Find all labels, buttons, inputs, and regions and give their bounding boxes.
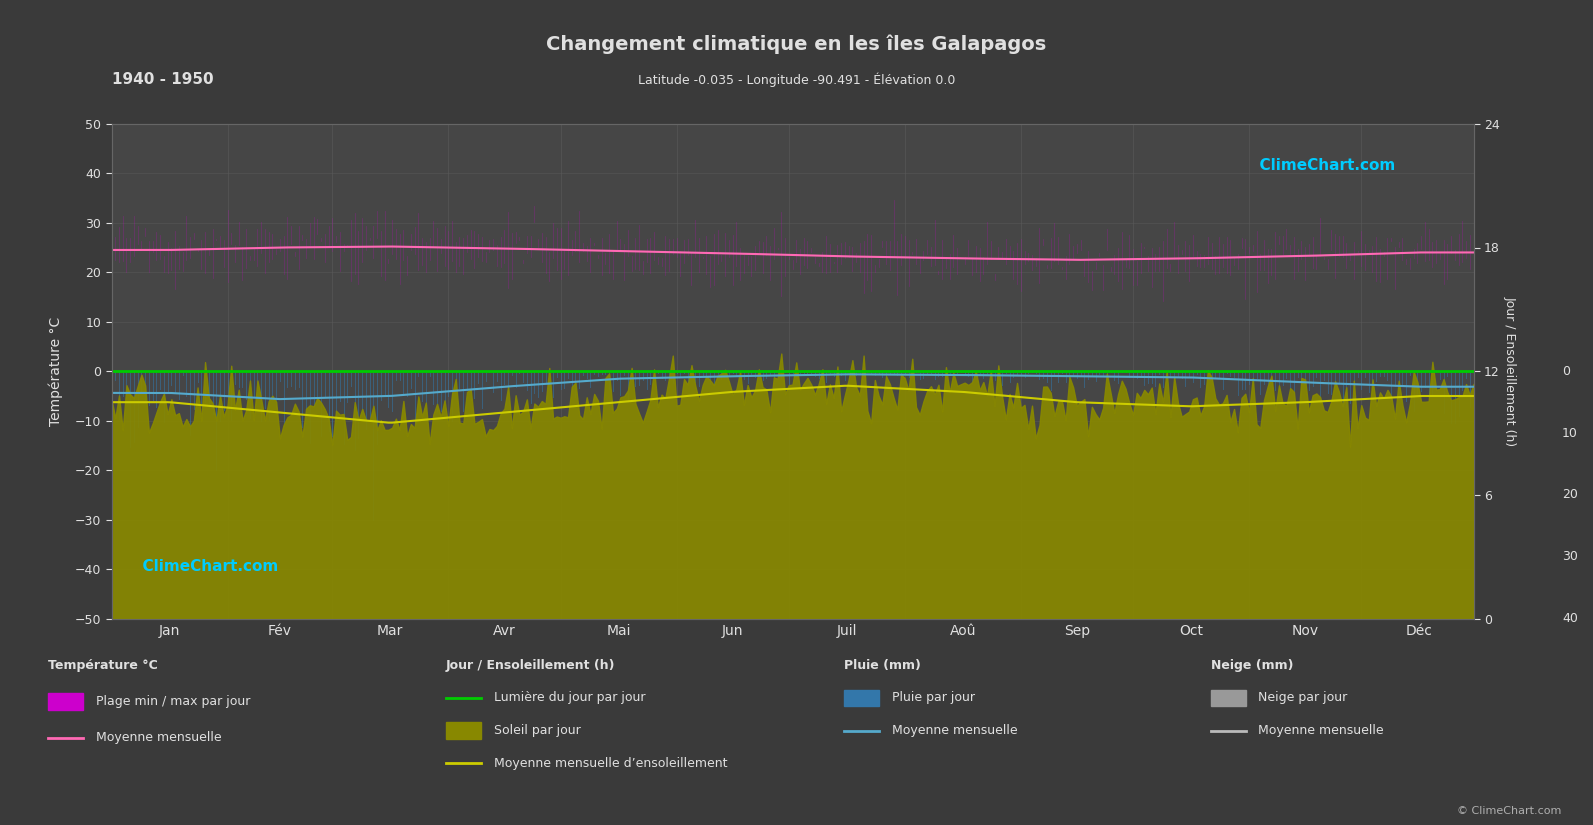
Text: Jour / Ensoleillement (h): Jour / Ensoleillement (h) (446, 659, 615, 672)
Bar (446, 723, 481, 739)
Bar (1211, 690, 1246, 706)
Text: 10: 10 (1563, 427, 1579, 440)
Text: 0: 0 (1563, 365, 1571, 378)
Text: ClimeChart.com: ClimeChart.com (1249, 158, 1395, 173)
Text: Lumière du jour par jour: Lumière du jour par jour (494, 691, 645, 705)
Text: Pluie (mm): Pluie (mm) (844, 659, 921, 672)
Text: Température °C: Température °C (48, 659, 158, 672)
Text: Moyenne mensuelle: Moyenne mensuelle (96, 732, 221, 744)
Text: Soleil par jour: Soleil par jour (494, 724, 580, 737)
Text: Moyenne mensuelle: Moyenne mensuelle (1258, 724, 1384, 737)
Text: 20: 20 (1563, 488, 1579, 502)
Y-axis label: Température °C: Température °C (49, 317, 64, 426)
Y-axis label: Jour / Ensoleillement (h): Jour / Ensoleillement (h) (1504, 296, 1517, 446)
Text: Neige par jour: Neige par jour (1258, 691, 1348, 705)
Bar (844, 690, 879, 706)
Text: 30: 30 (1563, 550, 1579, 563)
Bar (48, 693, 83, 710)
Text: 1940 - 1950: 1940 - 1950 (112, 72, 213, 87)
Text: Moyenne mensuelle d’ensoleillement: Moyenne mensuelle d’ensoleillement (494, 757, 728, 770)
Text: Plage min / max par jour: Plage min / max par jour (96, 695, 250, 708)
Text: 40: 40 (1563, 612, 1579, 625)
Text: © ClimeChart.com: © ClimeChart.com (1456, 806, 1561, 816)
Text: Changement climatique en les îles Galapagos: Changement climatique en les îles Galapa… (546, 34, 1047, 54)
Text: ClimeChart.com: ClimeChart.com (132, 559, 279, 574)
Text: Pluie par jour: Pluie par jour (892, 691, 975, 705)
Text: Neige (mm): Neige (mm) (1211, 659, 1294, 672)
Text: Latitude -0.035 - Longitude -90.491 - Élévation 0.0: Latitude -0.035 - Longitude -90.491 - Él… (637, 72, 956, 87)
Text: Moyenne mensuelle: Moyenne mensuelle (892, 724, 1018, 737)
